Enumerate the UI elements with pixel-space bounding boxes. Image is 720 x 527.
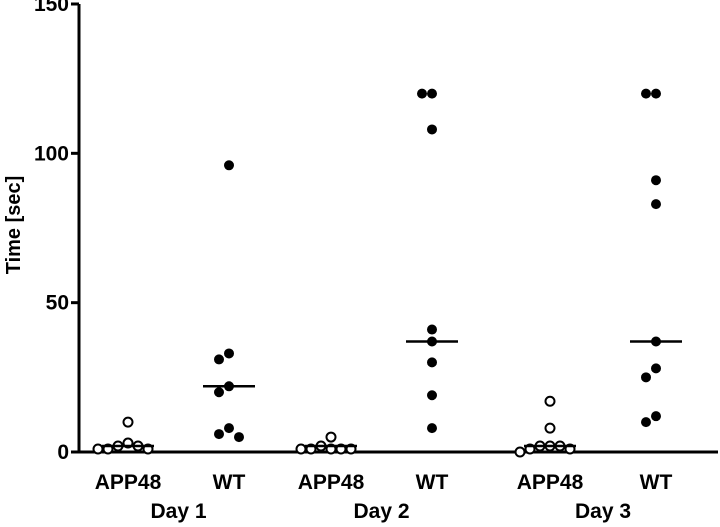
filled-data-point (427, 88, 437, 99)
day-label: Day 2 (353, 500, 409, 523)
day-labels: Day 1 Day 2 Day 3 (150, 500, 631, 523)
group-label-wt: WT (213, 471, 246, 494)
filled-data-point (214, 354, 224, 365)
filled-data-point (427, 124, 437, 135)
group-label-app48: APP48 (517, 471, 584, 494)
filled-data-point (214, 429, 224, 440)
group-labels: APP48 WT APP48 WT APP48 WT (95, 471, 673, 494)
group-label-app48: APP48 (95, 471, 162, 494)
filled-data-point (224, 348, 234, 359)
median-lines (102, 340, 682, 448)
day-label: Day 1 (150, 500, 206, 523)
filled-data-point (641, 372, 651, 383)
filled-data-point (214, 387, 224, 398)
open-data-point (544, 422, 556, 434)
filled-data-point (417, 88, 427, 99)
y-axis-label: Time [sec] (3, 176, 25, 275)
y-ticks: 0 50 100 150 (34, 0, 79, 464)
filled-data-point (427, 390, 437, 401)
filled-data-point (234, 432, 244, 443)
filled-data-point (224, 423, 234, 434)
y-tick-label: 150 (34, 0, 69, 16)
filled-data-point (651, 88, 661, 99)
filled-data-point (651, 199, 661, 210)
open-data-point (325, 431, 337, 443)
y-tick-label: 100 (34, 142, 69, 165)
filled-data-point (427, 423, 437, 434)
group-label-app48: APP48 (298, 471, 365, 494)
day-label: Day 3 (575, 500, 631, 523)
y-tick-label: 50 (46, 292, 69, 315)
filled-data-point (224, 160, 234, 171)
open-data-point (92, 443, 104, 455)
open-data-point (122, 416, 134, 428)
data-points (92, 88, 661, 458)
group-label-wt: WT (416, 471, 449, 494)
open-data-point (544, 395, 556, 407)
open-data-point (295, 443, 307, 455)
filled-data-point (427, 324, 437, 335)
y-tick-label: 0 (57, 441, 69, 464)
group-label-wt: WT (640, 471, 673, 494)
filled-data-point (651, 363, 661, 374)
filled-data-point (651, 175, 661, 186)
filled-data-point (651, 411, 661, 422)
filled-data-point (641, 417, 651, 428)
axes (77, 4, 718, 454)
filled-data-point (641, 88, 651, 99)
open-data-point (514, 446, 526, 458)
filled-data-point (427, 357, 437, 368)
